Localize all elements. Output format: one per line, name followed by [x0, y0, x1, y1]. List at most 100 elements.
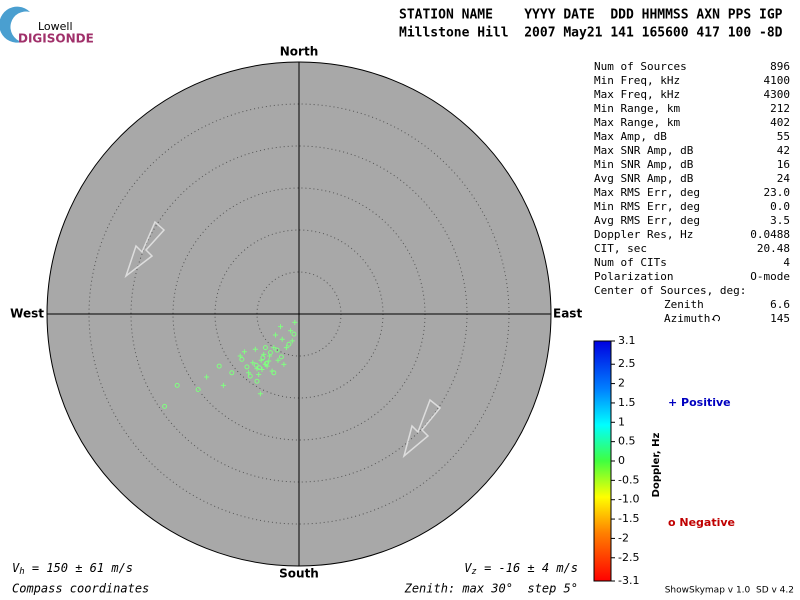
stat-label: Polarization: [594, 270, 673, 283]
stat-label: Max Amp, dB: [594, 130, 667, 143]
source-positive: [256, 371, 262, 377]
colorbar-tick-label: 1: [618, 415, 625, 428]
vh-label: Vh = 150 ± 61 m/s: [12, 561, 133, 577]
colorbar-tick-label: -1.5: [618, 512, 639, 525]
source-positive: [241, 349, 247, 355]
source-negative: [247, 373, 253, 379]
compass-label: West: [10, 307, 44, 321]
azimuth-icon: [711, 314, 721, 322]
source-negative: [195, 387, 201, 393]
source-positive: [288, 328, 294, 334]
source-positive: [271, 345, 277, 351]
stat-label: Max RMS Err, deg: [594, 186, 700, 199]
source-positive: [220, 382, 226, 388]
colorbar-tick-label: -2.5: [618, 551, 639, 564]
stat-heading: Center of Sources, deg:: [594, 284, 746, 297]
colorbar-tick-label: 3.1: [618, 334, 636, 347]
logo-top: Lowell: [38, 20, 73, 33]
colorbar-tick-label: 0.5: [618, 435, 636, 448]
source-positive: [272, 332, 278, 338]
colorbar: [593, 340, 612, 582]
stat-label: Max Range, km: [594, 116, 680, 129]
stat-label: Doppler Res, Hz: [594, 228, 693, 241]
source-positive: [278, 324, 284, 330]
source-positive: [204, 374, 210, 380]
stat-label: Min SNR Amp, dB: [594, 158, 694, 171]
stat-value: 16: [777, 158, 790, 171]
compass-label: South: [279, 567, 319, 581]
source-negative: [174, 382, 180, 388]
header-line: Millstone Hill 2007 May21 141 165600 417…: [399, 26, 783, 41]
stat-label: Zenith: [664, 298, 704, 311]
compass-label: North: [280, 45, 318, 59]
source-positive: [264, 363, 270, 369]
stat-label: Min Freq, kHz: [594, 74, 680, 87]
source-positive: [281, 361, 287, 367]
vz-label: Vz = -16 ± 4 m/s: [464, 561, 578, 577]
source-positive: [266, 358, 272, 364]
logo-mark: [0, 6, 30, 43]
source-negative: [278, 354, 284, 360]
stat-label: Avg RMS Err, deg: [594, 214, 700, 227]
stat-value: 896: [770, 60, 790, 73]
drift-arrow: [124, 220, 166, 279]
source-negative: [274, 347, 280, 353]
source-negative: [229, 370, 235, 376]
source-negative: [286, 341, 292, 347]
stat-value: 402: [770, 116, 790, 129]
colorbar-tick-label: -1.0: [618, 493, 639, 506]
source-negative: [239, 356, 245, 362]
source-positive: [289, 338, 295, 344]
source-negative: [271, 370, 277, 376]
source-negative: [216, 363, 222, 369]
source-negative: [257, 365, 263, 371]
source-positive: [275, 357, 281, 363]
stat-value: 20.48: [757, 242, 790, 255]
stat-label: Max SNR Amp, dB: [594, 144, 694, 157]
legend-negative: o Negative: [668, 516, 735, 529]
source-negative: [267, 350, 273, 356]
source-negative: [291, 331, 297, 337]
colorbar-tick-label: -2: [618, 531, 629, 544]
stat-value: 145: [770, 312, 790, 325]
source-positive: [257, 391, 263, 397]
stat-label: Avg SNR Amp, dB: [594, 172, 694, 185]
stat-label: CIT, sec: [594, 242, 647, 255]
coords-label: Compass coordinates: [12, 582, 149, 596]
colorbar-label: Doppler, Hz: [651, 433, 662, 498]
colorbar-tick-label: -0.5: [618, 473, 639, 486]
colorbar-tick-label: 2.5: [618, 357, 636, 370]
stat-value: 6.6: [770, 298, 790, 311]
source-positive: [279, 336, 285, 342]
colorbar-tick-label: 1.5: [618, 396, 636, 409]
version-label: ShowSkymap v 1.0 SD v 4.2: [665, 586, 794, 596]
stat-label: Max Freq, kHz: [594, 88, 680, 101]
stat-value: 3.5: [770, 214, 790, 227]
source-negative: [244, 364, 250, 370]
colorbar-tick-label: -3.1: [618, 574, 639, 587]
source-positive: [292, 319, 298, 325]
source-negative: [262, 345, 268, 351]
source-positive: [252, 346, 258, 352]
colorbar-tick-label: 0: [618, 454, 625, 467]
header-line: STATION NAME YYYY DATE DDD HHMMSS AXN PP…: [399, 8, 783, 23]
logo-bottom: DIGISONDE: [18, 32, 94, 46]
stat-label: Min Range, km: [594, 102, 680, 115]
source-negative: [260, 355, 266, 361]
stat-value: 4: [783, 256, 790, 269]
zenith-label: Zenith: max 30° step 5°: [404, 582, 578, 596]
stat-label: Azimuth: [664, 312, 710, 325]
stat-label: Min RMS Err, deg: [594, 200, 700, 213]
stat-value: 0.0: [770, 200, 790, 213]
stat-value: 42: [777, 144, 790, 157]
drift-arrow: [402, 398, 442, 459]
stat-value: O-mode: [750, 270, 790, 283]
source-negative: [254, 378, 260, 384]
source-negative: [263, 361, 269, 367]
stat-value: 212: [770, 102, 790, 115]
stat-value: 55: [777, 130, 790, 143]
source-positive: [250, 360, 256, 366]
compass-label: East: [553, 307, 582, 321]
stat-value: 4300: [764, 88, 791, 101]
